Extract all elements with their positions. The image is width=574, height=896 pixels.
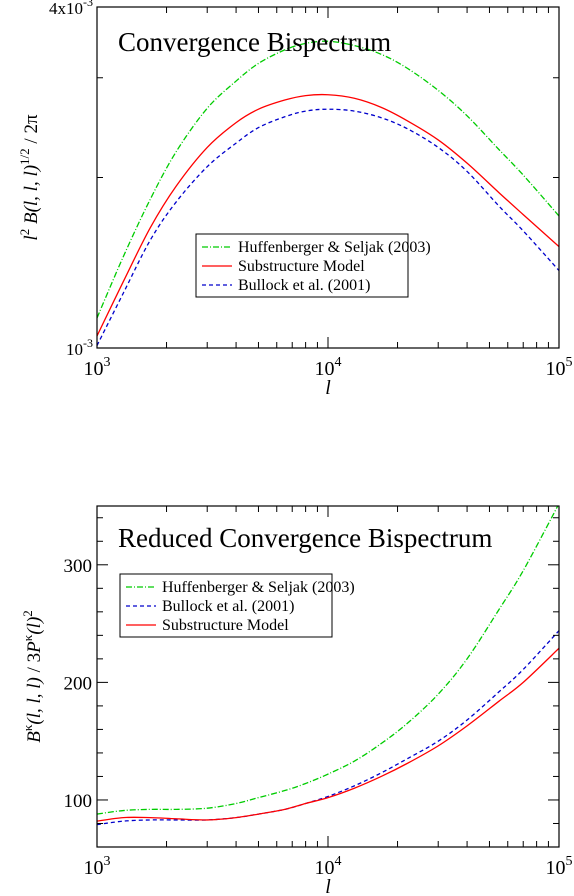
y-axis-label: l2 B(l, l, l)1/2 / 2π <box>17 114 42 241</box>
y-tick-label: 4x10-3 <box>49 0 93 18</box>
series-line-2 <box>97 630 559 826</box>
legend-entry: Substructure Model <box>162 617 289 634</box>
x-tick-label: 104 <box>315 355 342 380</box>
legend-entry: Bullock et al. (2001) <box>162 598 294 615</box>
x-tick-label: 103 <box>84 854 111 879</box>
chart-title: Reduced Convergence Bispectrum <box>118 523 492 553</box>
legend-entry: Substructure Model <box>238 258 365 275</box>
reduced-convergence-bispectrum-panel: 103 104 105 100 200 300 l Bκ(l, l, l) / 3Pκ(l)2… <box>20 505 573 896</box>
y-tick-label: 200 <box>64 673 93 694</box>
series-line-1 <box>97 506 559 815</box>
legend-entry: Huffenberger & Seljak (2003) <box>162 579 355 596</box>
y-axis-label: Bκ(l, l, l) / 3Pκ(l)2 <box>20 610 45 743</box>
x-tick-label: 104 <box>315 854 342 879</box>
convergence-bispectrum-panel: 103 104 105 10-3 4x10-3 l l2 B(l, l, l)1/2 / 2… <box>17 0 573 399</box>
series-line-3 <box>97 647 559 822</box>
series-line-1 <box>97 40 559 319</box>
series-line-2 <box>97 93 559 337</box>
x-tick-label: 103 <box>84 355 111 380</box>
x-tick-label: 105 <box>546 355 573 380</box>
x-axis-label: l <box>325 876 331 896</box>
x-tick-label: 105 <box>546 854 573 879</box>
chart-title: Convergence Bispectrum <box>118 27 391 57</box>
y-tick-label: 10-3 <box>66 336 93 359</box>
series-line-3 <box>97 108 559 346</box>
x-axis-label: l <box>325 377 331 399</box>
legend-entry: Huffenberger & Seljak (2003) <box>238 239 431 256</box>
y-tick-label: 100 <box>64 791 93 812</box>
legend-entry: Bullock et al. (2001) <box>238 277 370 294</box>
y-tick-label: 300 <box>64 556 93 577</box>
